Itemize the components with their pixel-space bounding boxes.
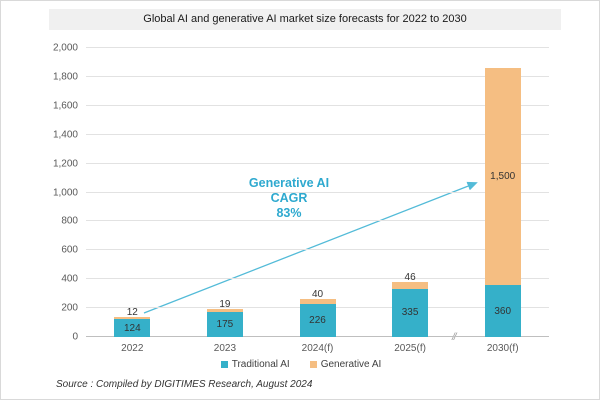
generative-ai-segment — [114, 317, 151, 320]
bar-2023: 175 19 — [206, 299, 243, 337]
traditional-ai-segment — [484, 284, 521, 337]
gridline — [86, 47, 549, 48]
gridline — [86, 249, 549, 251]
gridline — [86, 220, 549, 222]
y-axis-tick-label: 1,200 — [52, 158, 78, 170]
legend-label: Generative AI — [320, 359, 382, 370]
generative-ai-segment — [392, 281, 429, 289]
generative-ai-value-label: 46 — [404, 271, 416, 283]
chart-title: Global AI and generative AI market size … — [49, 9, 561, 30]
x-axis-label: 2024(f) — [301, 343, 334, 354]
cagr-annotation-line1: Generative AI — [248, 176, 330, 190]
gridline — [86, 133, 549, 135]
x-axis-label: 2025(f) — [394, 343, 426, 354]
traditional-ai-value-label: 360 — [494, 305, 512, 317]
y-axis-tick-label: 600 — [61, 244, 78, 256]
x-axis-break-symbol: // — [452, 332, 456, 343]
generative-ai-segment — [299, 298, 336, 305]
gridline — [86, 191, 549, 193]
gridline — [86, 75, 549, 77]
generative-ai-value-label: 12 — [126, 307, 138, 319]
y-axis-tick-label: 1,000 — [52, 187, 78, 198]
traditional-ai-segment — [299, 304, 336, 337]
bar-2025(f): 335 46 — [392, 272, 429, 337]
gridline — [86, 278, 549, 280]
y-axis-tick-label: 200 — [61, 302, 78, 314]
y-axis-tick-label: 1,600 — [52, 100, 78, 112]
y-axis-tick-label: 1,400 — [52, 129, 78, 141]
traditional-ai-value-label: 226 — [309, 315, 326, 327]
cagr-annotation-line3: 83% — [276, 206, 302, 220]
generative-ai-segment — [484, 68, 521, 285]
legend-swatch-icon — [220, 361, 228, 368]
legend-swatch-icon — [309, 361, 317, 368]
x-axis-label: 2022 — [121, 343, 144, 354]
y-axis-tick-label: 1,800 — [52, 71, 78, 83]
generative-ai-value-label: 19 — [219, 298, 231, 310]
x-axis-label: 2023 — [213, 343, 237, 354]
bar-2030(f): 360 1,500 — [484, 68, 521, 337]
bar-2024(f): 226 40 — [299, 289, 336, 337]
traditional-ai-value-label: 175 — [216, 318, 234, 330]
cagr-annotation: Generative AI CAGR 83% — [214, 176, 364, 221]
traditional-ai-segment — [206, 311, 243, 337]
chart-legend: Traditional AI Generative AI — [1, 359, 600, 370]
legend-label: Traditional AI — [231, 359, 290, 370]
traditional-ai-segment — [114, 319, 151, 337]
x-axis-label: 2030(f) — [486, 343, 519, 354]
generative-ai-value-label: 1,500 — [490, 171, 516, 183]
y-axis-tick-label: 0 — [72, 331, 78, 343]
plot-area: Generative AI CAGR 83% // 0 200 400 600 800 1… — [53, 43, 549, 354]
y-axis-tick-label: 800 — [61, 215, 78, 227]
gridline — [86, 162, 549, 164]
bar-2022: 124 12 — [114, 307, 151, 337]
gridline — [86, 104, 549, 106]
y-axis-tick-label: 400 — [61, 273, 78, 285]
generative-ai-value-label: 40 — [311, 288, 324, 300]
traditional-ai-value-label: 335 — [401, 307, 419, 319]
traditional-ai-value-label: 124 — [123, 322, 141, 334]
legend-item: Generative AI — [309, 359, 382, 370]
source-note: Source : Compiled by DIGITIMES Research,… — [56, 379, 313, 390]
y-axis-tick-label: 2,000 — [52, 42, 78, 54]
traditional-ai-segment — [392, 288, 429, 337]
generative-ai-segment — [206, 308, 243, 312]
cagr-annotation-line2: CAGR — [270, 191, 308, 205]
legend-item: Traditional AI — [220, 359, 290, 370]
